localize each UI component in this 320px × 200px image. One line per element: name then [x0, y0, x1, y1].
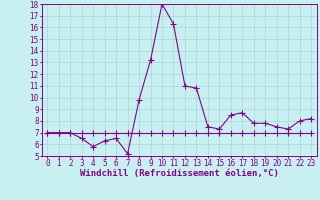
X-axis label: Windchill (Refroidissement éolien,°C): Windchill (Refroidissement éolien,°C): [80, 169, 279, 178]
